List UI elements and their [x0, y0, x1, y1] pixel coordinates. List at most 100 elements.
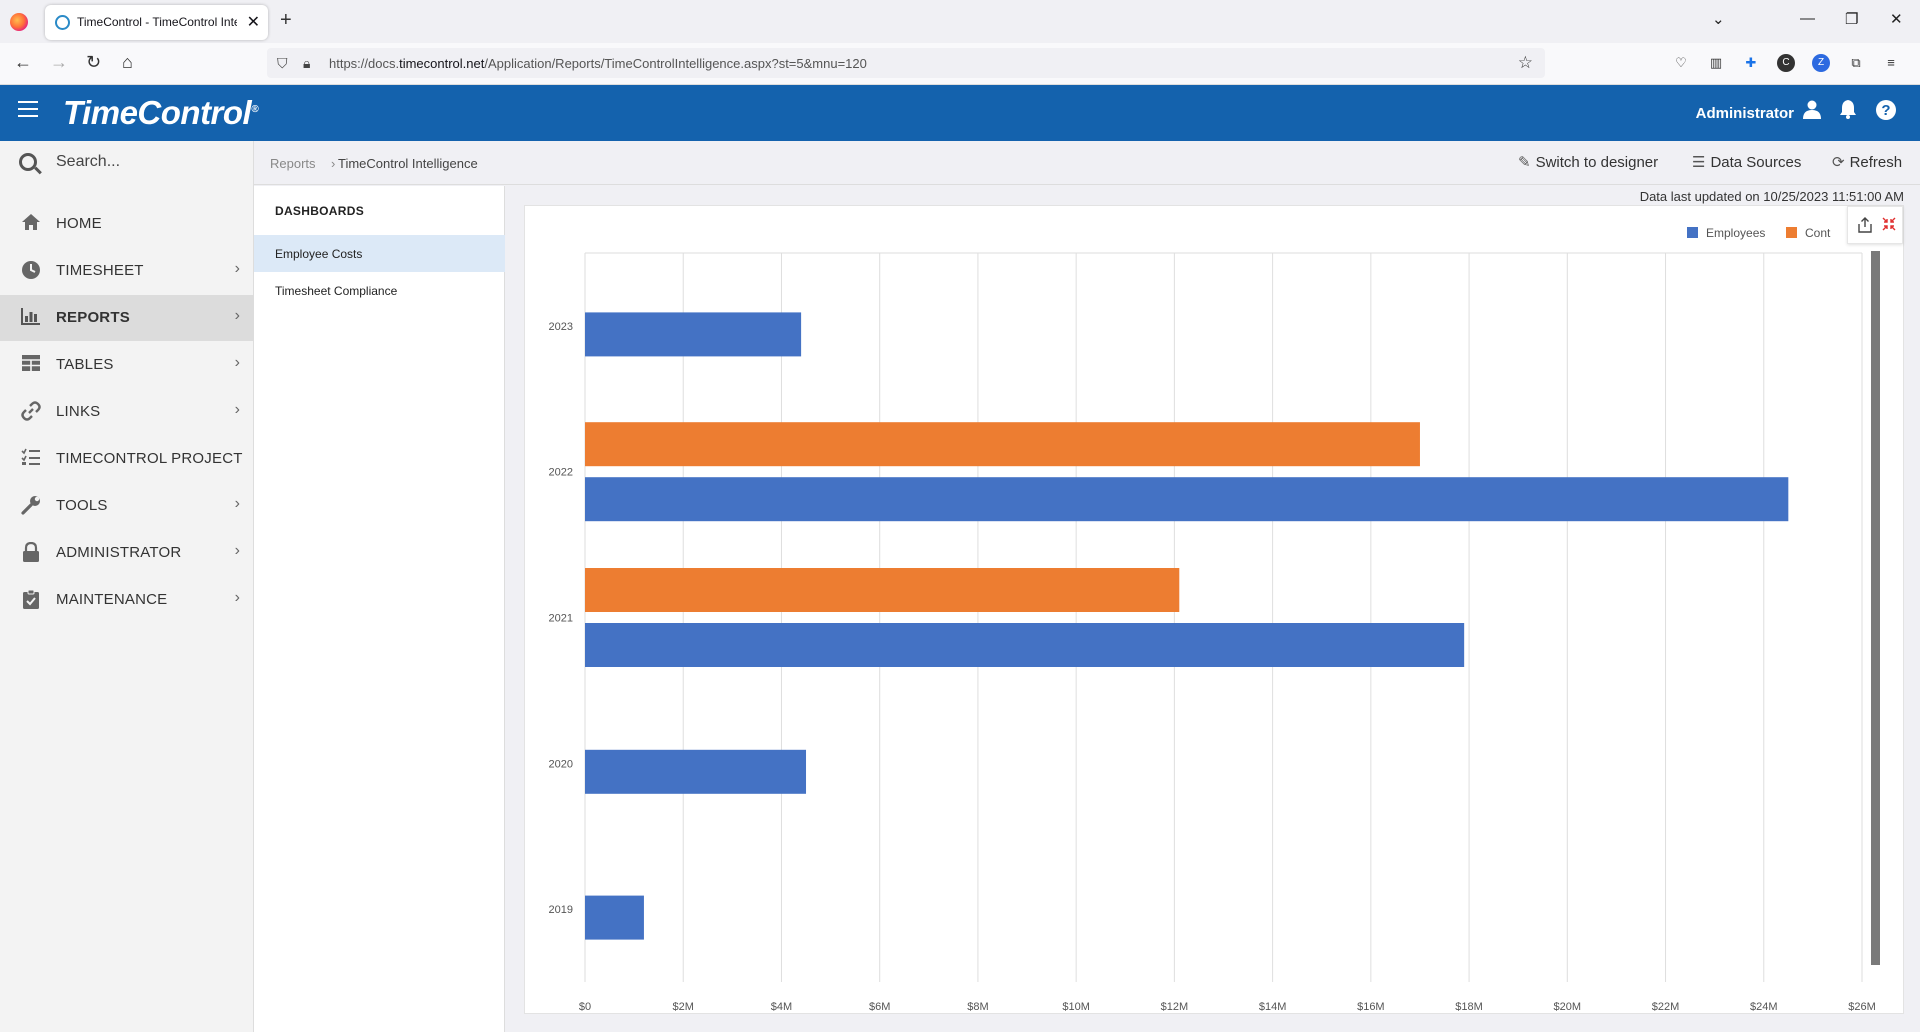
sidebar-search	[0, 141, 254, 187]
bar-employees-2019	[585, 895, 644, 940]
bar-contractors-2022	[585, 422, 1420, 467]
timecontrol-favicon-icon	[55, 15, 70, 30]
close-window-icon[interactable]: ✕	[1890, 11, 1903, 28]
tab-list-chevron-icon[interactable]: ⌄	[1712, 11, 1725, 28]
export-icon[interactable]	[1856, 217, 1874, 235]
database-icon: ☰	[1692, 154, 1706, 171]
y-category-label: 2021	[549, 613, 573, 625]
forward-arrow-icon[interactable]: →	[50, 52, 68, 72]
extension-puzzle-blue-icon[interactable]: ✚	[1745, 55, 1757, 70]
extensions-icon[interactable]: ⧉	[1851, 55, 1861, 70]
bar-chart: $0 $2M $4M $6M $8M $10M $12M $14M $16M $18M $20M $2…	[549, 252, 1876, 1013]
chevron-right-icon[interactable]: ›	[234, 307, 240, 324]
sidebar-item-label: HOME	[56, 215, 102, 232]
bar-chart-icon	[20, 307, 42, 329]
sidebar-item-reports[interactable]: REPORTS ›	[0, 295, 254, 341]
legend-contractors[interactable]: Cont	[1786, 226, 1830, 240]
breadcrumb-current: TimeControl Intelligence	[338, 156, 478, 171]
browser-tab-strip: TimeControl - TimeControl Intelligence ✕…	[0, 0, 1920, 43]
home-browser-icon[interactable]: ⌂	[122, 52, 133, 72]
chevron-right-icon[interactable]: ›	[234, 542, 240, 559]
sidebar-item-links[interactable]: LINKS ›	[0, 389, 254, 435]
tasks-icon	[20, 448, 42, 470]
zoom-extension-icon[interactable]: Z	[1812, 54, 1830, 72]
bar-employees-2023	[585, 312, 802, 357]
sidebar-item-tables[interactable]: TABLES ›	[0, 342, 254, 388]
dashboard-item-employee-costs[interactable]: Employee Costs	[254, 235, 505, 272]
sidebar-item-label: TIMECONTROL PROJECT	[56, 450, 243, 467]
y-category-label: 2023	[549, 321, 573, 333]
switch-designer-button[interactable]: ✎ Switch to designer	[1518, 154, 1659, 171]
search-input[interactable]	[56, 153, 236, 171]
search-icon[interactable]	[19, 153, 37, 171]
x-tick-label: $20M	[1554, 1001, 1582, 1013]
x-tick-label: $2M	[673, 1001, 694, 1013]
chevron-right-icon[interactable]: ›	[234, 495, 240, 512]
y-category-label: 2020	[549, 758, 573, 770]
user-icon[interactable]	[1800, 99, 1824, 123]
url-text[interactable]: https://docs.timecontrol.net/Application…	[329, 56, 867, 71]
sidebar-item-label: REPORTS	[56, 309, 130, 326]
lock-url-icon[interactable]: 🔒︎	[303, 55, 311, 71]
reader-view-icon[interactable]: ▥	[1709, 55, 1723, 70]
bar-employees-2022	[585, 477, 1789, 522]
collapse-icon[interactable]	[1880, 217, 1898, 235]
x-tick-label: $4M	[771, 1001, 792, 1013]
legend-swatch-employees	[1687, 227, 1698, 238]
legend-swatch-contractors	[1786, 227, 1797, 238]
reload-icon[interactable]: ↻	[86, 52, 102, 72]
pocket-icon[interactable]: ♡	[1675, 55, 1687, 70]
url-bar[interactable]: ⛉ 🔒︎ https://docs.timecontrol.net/Applic…	[267, 48, 1545, 78]
x-tick-label: $16M	[1357, 1001, 1385, 1013]
sidebar-item-tools[interactable]: TOOLS ›	[0, 483, 254, 529]
sidebar-item-label: ADMINISTRATOR	[56, 544, 182, 561]
help-icon[interactable]: ?	[1874, 99, 1898, 123]
breadcrumb-reports[interactable]: Reports	[270, 156, 316, 171]
sidebar-item-home[interactable]: HOME	[0, 201, 254, 247]
chart-card: $0 $2M $4M $6M $8M $10M $12M $14M $16M $18M $20M $2…	[524, 205, 1904, 1014]
breadcrumb-separator-icon: ›	[331, 156, 336, 171]
chevron-right-icon[interactable]: ›	[234, 589, 240, 606]
home-icon	[20, 213, 42, 235]
minimize-icon[interactable]: —	[1800, 10, 1815, 27]
firefox-icon[interactable]	[10, 13, 28, 31]
sidebar-item-maintenance[interactable]: MAINTENANCE ›	[0, 577, 254, 623]
dashboards-panel: DASHBOARDS Employee Costs Timesheet Comp…	[254, 186, 505, 1032]
extension-c-icon[interactable]: C	[1777, 54, 1795, 72]
svg-text:?: ?	[1881, 102, 1890, 119]
dashboard-item-timesheet-compliance[interactable]: Timesheet Compliance	[275, 284, 398, 298]
sidebar-item-timecontrol-project[interactable]: TIMECONTROL PROJECT	[0, 436, 254, 482]
hamburger-menu-icon[interactable]	[18, 101, 38, 117]
menu-icon[interactable]: ≡	[1887, 55, 1895, 70]
data-sources-button[interactable]: ☰ Data Sources	[1692, 154, 1802, 171]
sidebar-item-label: TABLES	[56, 356, 114, 373]
bell-icon[interactable]	[1836, 99, 1860, 123]
new-tab-icon[interactable]: +	[280, 9, 292, 31]
legend-employees[interactable]: Employees	[1687, 226, 1765, 240]
chevron-right-icon[interactable]: ›	[234, 260, 240, 277]
restore-icon[interactable]: ❐	[1845, 11, 1859, 28]
chart-scrollbar[interactable]	[1871, 251, 1880, 965]
data-updated-text: Data last updated on 10/25/2023 11:51:00…	[1639, 189, 1904, 204]
clipboard-check-icon	[20, 589, 42, 611]
back-arrow-icon[interactable]: ←	[14, 52, 32, 72]
x-tick-label: $24M	[1750, 1001, 1778, 1013]
chevron-right-icon[interactable]: ›	[234, 354, 240, 371]
clock-icon	[20, 260, 42, 282]
x-tick-label: $0	[579, 1001, 591, 1013]
wrench-icon	[20, 495, 42, 517]
browser-tab[interactable]: TimeControl - TimeControl Intelligence ✕	[45, 5, 268, 40]
x-tick-label: $22M	[1652, 1001, 1680, 1013]
refresh-button[interactable]: ⟳ Refresh	[1832, 154, 1903, 171]
sidebar-item-timesheet[interactable]: TIMESHEET ›	[0, 248, 254, 294]
x-tick-label: $26M	[1848, 1001, 1876, 1013]
x-tick-label: $12M	[1161, 1001, 1189, 1013]
shield-icon[interactable]: ⛉	[277, 55, 288, 71]
close-icon[interactable]: ✕	[246, 14, 260, 31]
sidebar-item-administrator[interactable]: ADMINISTRATOR ›	[0, 530, 254, 576]
bookmark-star-icon[interactable]: ☆	[1517, 53, 1533, 72]
sidebar: HOME TIMESHEET › REPORTS › TABLES › LINKS › TIMEC…	[0, 141, 254, 1032]
chevron-right-icon[interactable]: ›	[234, 401, 240, 418]
user-name[interactable]: Administrator	[1695, 105, 1794, 122]
x-tick-label: $8M	[967, 1001, 988, 1013]
